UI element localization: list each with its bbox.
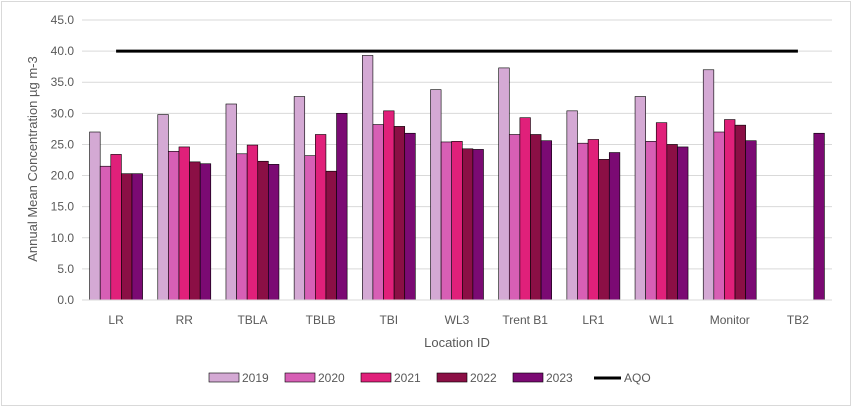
bar-2020 xyxy=(645,141,657,301)
bar-2021 xyxy=(315,134,327,301)
bar-2021 xyxy=(246,144,259,301)
y-axis-ticks: 0.0 5.0 10.0 15.0 20.0 25.0 30.0 35.0 40.0 45.0 xyxy=(51,13,75,307)
bar-2019 xyxy=(634,96,646,301)
legend-label: 2020 xyxy=(318,371,345,385)
y-tick-label: 40.0 xyxy=(51,44,75,58)
y-tick-label: 20.0 xyxy=(51,169,75,183)
bar-2022 xyxy=(598,159,610,301)
y-tick-label: 45.0 xyxy=(51,13,75,27)
y-tick-label: 35.0 xyxy=(51,75,75,89)
bar-2020 xyxy=(508,134,521,301)
legend-label: 2022 xyxy=(470,371,497,385)
bar-2021 xyxy=(655,122,668,301)
bar-2023 xyxy=(472,149,484,301)
legend-swatch-2021 xyxy=(360,372,392,383)
x-axis-ticks: LR RR TBLA TBLB TBI WL3 Trent B1 LR1 WL1 Monitor T… xyxy=(108,313,809,327)
bar-2022 xyxy=(734,124,746,301)
legend-label: 2019 xyxy=(242,371,269,385)
bars xyxy=(89,55,825,301)
x-tick-label: WL1 xyxy=(649,313,674,327)
bar-2019 xyxy=(498,67,510,301)
bar-2023 xyxy=(540,140,552,301)
bar-2022 xyxy=(530,134,542,301)
bar-2023 xyxy=(608,152,621,301)
bar-2020 xyxy=(168,150,180,301)
bar-2023 xyxy=(268,164,280,301)
legend-label: 2021 xyxy=(394,371,421,385)
bar-2022 xyxy=(393,126,406,301)
y-axis-label: Annual Mean Concentration µg m-3 xyxy=(25,56,40,262)
bar-2020 xyxy=(713,131,725,301)
bar-2022 xyxy=(666,144,678,301)
bar-chart: 0.0 5.0 10.0 15.0 20.0 25.0 30.0 35.0 40.0 45.0 L… xyxy=(25,13,832,385)
bar-2019 xyxy=(89,131,101,301)
bar-2023 xyxy=(745,140,757,301)
bar-2020 xyxy=(440,141,453,301)
legend-swatch-2022 xyxy=(436,372,468,383)
x-tick-label: Monitor xyxy=(710,313,750,327)
legend: 2019 2020 2021 2022 2023 AQO xyxy=(208,371,651,385)
bar-2022 xyxy=(257,160,269,301)
legend-swatch-2019 xyxy=(208,372,240,383)
bar-2023 xyxy=(404,132,416,301)
x-tick-label: TBLB xyxy=(306,313,336,327)
bar-2021 xyxy=(178,146,190,301)
y-tick-label: 10.0 xyxy=(51,231,75,245)
bar-2021 xyxy=(110,154,122,301)
bar-2022 xyxy=(461,148,474,301)
bar-2020 xyxy=(99,165,112,301)
y-tick-label: 5.0 xyxy=(57,262,74,276)
bar-2019 xyxy=(225,103,237,301)
bar-2019 xyxy=(362,55,374,301)
x-tick-label: LR1 xyxy=(582,313,604,327)
chart-frame: 0.0 5.0 10.0 15.0 20.0 25.0 30.0 35.0 40.0 45.0 L… xyxy=(1,1,851,406)
x-tick-label: Trent B1 xyxy=(502,313,548,327)
bar-2019 xyxy=(430,89,442,301)
y-tick-label: 25.0 xyxy=(51,137,75,151)
bar-2022 xyxy=(325,170,337,301)
legend-label: 2023 xyxy=(546,371,573,385)
bar-2020 xyxy=(577,142,589,301)
bar-2021 xyxy=(587,139,599,301)
y-tick-label: 30.0 xyxy=(51,106,75,120)
x-tick-label: WL3 xyxy=(445,313,470,327)
bar-2022 xyxy=(121,173,133,301)
legend-swatch-2020 xyxy=(284,372,316,383)
x-tick-label: TB2 xyxy=(787,313,809,327)
bar-2023 xyxy=(336,113,348,301)
bar-2019 xyxy=(157,114,169,301)
x-tick-label: TBLA xyxy=(237,313,267,327)
bar-2021 xyxy=(383,110,395,301)
bar-2020 xyxy=(372,124,384,301)
bar-2021 xyxy=(724,119,736,301)
bar-2023 xyxy=(677,146,689,301)
bar-2019 xyxy=(566,110,578,301)
x-axis-label: Location ID xyxy=(424,335,490,350)
bar-2023 xyxy=(813,132,825,301)
x-tick-label: LR xyxy=(108,313,124,327)
bar-2022 xyxy=(189,161,201,301)
bar-2020 xyxy=(236,153,248,301)
bar-2023 xyxy=(131,173,143,301)
y-tick-label: 15.0 xyxy=(51,200,75,214)
legend-swatch-2023 xyxy=(512,372,544,383)
bar-2023 xyxy=(199,163,212,301)
y-tick-label: 0.0 xyxy=(57,293,74,307)
legend-label: AQO xyxy=(624,371,651,385)
bar-2019 xyxy=(293,96,306,301)
x-tick-label: TBI xyxy=(379,313,398,327)
bar-2021 xyxy=(519,117,531,301)
bar-2019 xyxy=(702,69,715,301)
bar-2020 xyxy=(304,155,316,301)
x-tick-label: RR xyxy=(176,313,194,327)
bar-2021 xyxy=(451,141,463,301)
